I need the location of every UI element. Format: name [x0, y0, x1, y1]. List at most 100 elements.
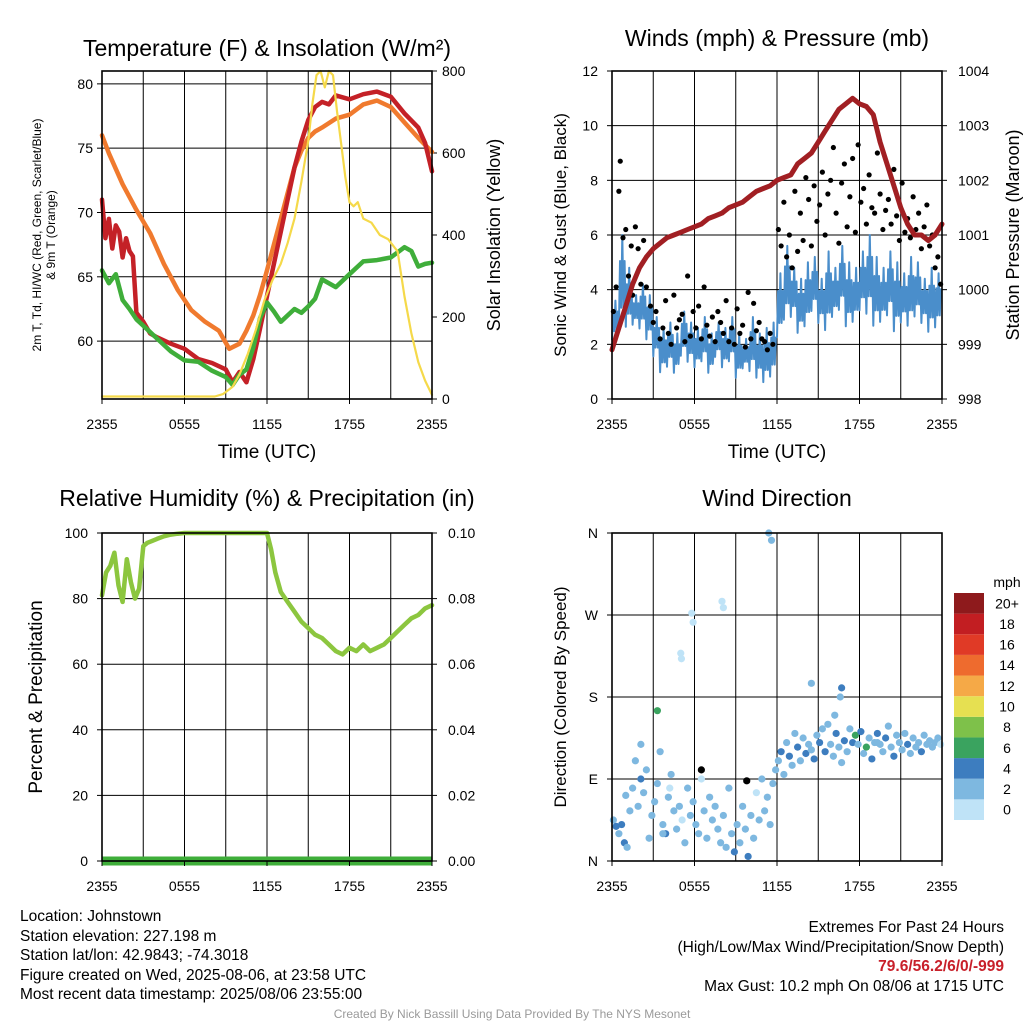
temperature-x-tick-label: 1755 — [334, 416, 365, 432]
winds-gust-point — [808, 243, 814, 249]
wind-direction-point — [813, 731, 821, 739]
wind-direction-point — [865, 734, 873, 742]
wind-direction-point — [673, 825, 681, 833]
winds-gust-point — [657, 336, 663, 342]
wind-direction-point — [821, 748, 829, 756]
winds-gust-point — [679, 311, 685, 317]
wind-direction-point — [772, 766, 780, 774]
wind-direction-point — [733, 820, 741, 829]
wind-direction-point — [835, 743, 843, 751]
colorbar-label: 16 — [999, 637, 1015, 653]
winds-gust-point — [643, 284, 649, 290]
colorbar-label: 8 — [1003, 719, 1011, 735]
temperature-line-green — [99, 244, 435, 388]
temperature-y-label-line: & 9m T (Orange) — [44, 190, 58, 280]
winds-y2-tick-label: 1003 — [958, 118, 989, 134]
wind-direction-y-tick-label: N — [588, 525, 598, 541]
wind-direction-point — [686, 811, 694, 820]
humidity-y2-tick-label: 0.02 — [448, 787, 475, 803]
data-timestamp: Most recent data timestamp: 2025/08/06 2… — [20, 986, 363, 1003]
winds-gust-point — [718, 319, 724, 326]
winds-gust-point — [729, 325, 735, 331]
winds-gust-point — [720, 330, 726, 336]
wind-direction-point — [917, 748, 925, 756]
temperature-x-tick-label: 0555 — [169, 416, 200, 432]
winds-gust-point — [800, 237, 806, 244]
winds-gust-point — [682, 339, 688, 345]
winds-gust-point — [616, 188, 622, 194]
wind-direction-point — [703, 834, 711, 842]
wind-direction-point — [678, 816, 686, 824]
winds-gust-point — [935, 254, 941, 260]
humidity-y2-tick-label: 0.04 — [448, 722, 475, 738]
wind-direction-point — [677, 649, 685, 657]
winds-gust-point — [620, 235, 626, 241]
colorbar-swatch — [954, 737, 984, 759]
winds-gust-point — [778, 243, 784, 249]
winds-y-tick-label: 4 — [590, 282, 598, 298]
winds-y-label: Sonic Wind & Gust (Blue, Black) — [551, 113, 570, 357]
winds-gust-point — [707, 333, 713, 339]
extremes-info: Extremes For Past 24 Hours (High/Low/Max… — [678, 918, 1005, 996]
winds-gust-point — [916, 210, 922, 216]
winds-y2-tick-label: 1002 — [958, 172, 989, 188]
winds-gust-point — [918, 246, 924, 252]
station-info: Location: Johnstown Station elevation: 2… — [20, 907, 366, 1005]
wind-direction-point — [926, 737, 934, 745]
wind-direction-point — [893, 731, 901, 739]
wind-direction-point — [708, 816, 716, 824]
winds-gust-point — [869, 205, 875, 211]
winds-gust-point — [797, 210, 803, 216]
wind-direction-point — [615, 830, 623, 838]
humidity-x-tick-label: 0555 — [169, 878, 200, 894]
winds-gust-point — [899, 180, 905, 186]
wind-direction-point — [843, 748, 851, 756]
winds-gust-point — [863, 221, 869, 227]
winds-gust-point — [762, 339, 768, 345]
colorbar-swatch — [954, 758, 984, 779]
winds-sonic-wind-line — [611, 234, 942, 384]
winds-gust-point — [896, 237, 902, 244]
wind-direction-point — [656, 748, 664, 756]
wind-direction-point — [755, 816, 763, 824]
wind-direction-point — [719, 604, 727, 612]
winds-x-label: Time (UTC) — [728, 442, 827, 463]
wind-direction-point — [909, 734, 917, 742]
wind-direction-point — [618, 820, 626, 829]
wind-direction-title: Wind Direction — [702, 485, 852, 511]
wind-direction-point — [857, 728, 865, 736]
winds-gust-point — [731, 341, 737, 347]
winds-gust-point — [792, 188, 798, 194]
winds-gust-point — [693, 325, 699, 331]
winds-y-tick-label: 2 — [590, 336, 598, 352]
humidity-x-tick-label: 2355 — [86, 878, 117, 894]
winds-x-tick-label: 1755 — [844, 416, 875, 432]
wind-direction-point — [711, 802, 719, 810]
station-latlon: Station lat/lon: 42.9843; -74.3018 — [20, 947, 249, 964]
wind-direction-point — [838, 684, 846, 692]
wind-direction-point — [868, 755, 876, 763]
winds-gust-point — [709, 314, 715, 320]
winds-gust-point — [650, 319, 656, 326]
wind-direction-point — [697, 766, 705, 774]
winds-y-tick-label: 10 — [582, 118, 598, 134]
wind-direction-point — [802, 749, 810, 758]
colorbar-label: 2 — [1003, 781, 1011, 797]
colorbar-swatch — [954, 593, 984, 614]
wind-direction-point — [725, 784, 733, 792]
winds-gust-point — [847, 194, 853, 200]
winds-gust-point — [852, 229, 858, 235]
wind-direction-point — [653, 707, 661, 715]
winds-gust-point — [902, 229, 908, 235]
temperature-y-tick-label: 60 — [77, 333, 93, 349]
wind-direction-point — [791, 729, 799, 738]
wind-direction-x-tick-label: 2355 — [596, 878, 627, 894]
wind-direction-point — [626, 807, 634, 815]
wind-direction-point — [816, 738, 824, 747]
colorbar-swatch — [954, 716, 984, 738]
winds-title: Winds (mph) & Pressure (mb) — [625, 25, 929, 51]
winds-gust-point — [833, 210, 839, 216]
wind-direction-point — [667, 770, 675, 779]
wind-direction-point — [637, 740, 645, 748]
